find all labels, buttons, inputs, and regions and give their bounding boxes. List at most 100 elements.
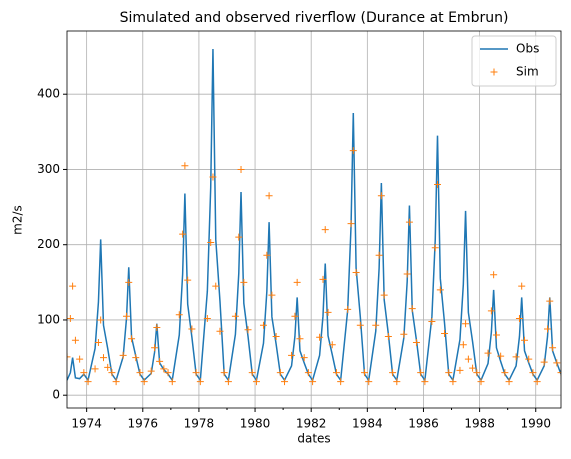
sim-marker (377, 192, 385, 200)
sim-marker (112, 378, 120, 386)
sim-marker (160, 365, 168, 373)
chart-title: Simulated and observed riverflow (Duranc… (120, 10, 509, 26)
sim-marker (123, 312, 131, 320)
sim-marker (431, 244, 439, 252)
sim-marker (220, 369, 228, 377)
x-tick-label: 1986 (408, 417, 439, 431)
sim-marker (549, 344, 557, 352)
sim-marker (365, 378, 373, 386)
sim-marker (417, 369, 425, 377)
sim-marker (192, 369, 200, 377)
sim-marker (231, 312, 239, 320)
ticks: 0 100 200 300 400 1974 1976 1978 1980 1982 1984 198… (37, 87, 551, 431)
sim-marker (512, 353, 520, 361)
sim-marker (212, 282, 220, 290)
sim-marker (505, 378, 513, 386)
sim-marker (184, 276, 192, 284)
sim-marker (408, 305, 416, 313)
sim-marker (99, 354, 107, 362)
sim-marker (380, 291, 388, 299)
sim-marker (80, 369, 88, 377)
sim-marker (490, 271, 498, 279)
sim-marker (352, 269, 360, 277)
sim-marker (263, 251, 271, 259)
sim-marker (459, 341, 467, 349)
sim-marker (104, 363, 112, 371)
sim-marker (328, 341, 336, 349)
sim-marker (272, 333, 280, 341)
sim-marker (119, 351, 127, 359)
sim-marker (181, 162, 189, 170)
sim-marker (462, 320, 470, 328)
sim-marker (412, 339, 420, 347)
legend-box (471, 35, 557, 87)
sim-marker (276, 369, 284, 377)
sim-marker (515, 314, 523, 322)
sim-marker (71, 336, 79, 344)
sim-marker (316, 333, 324, 341)
sim-marker (268, 291, 276, 299)
sim-marker (321, 226, 329, 234)
sim-marker (265, 192, 273, 200)
sim-marker (319, 275, 327, 283)
x-tick-label: 1980 (240, 417, 271, 431)
y-tick-label: 300 (37, 162, 60, 176)
sim-marker (497, 352, 505, 360)
sim-marker (203, 314, 211, 322)
sim-marker (540, 358, 548, 366)
sim-marker (375, 251, 383, 259)
axes-frame (66, 30, 562, 409)
sim-marker (179, 230, 187, 238)
sim-marker (125, 278, 133, 286)
legend-swatch (490, 68, 498, 76)
sim-marker (151, 344, 159, 352)
sim-marker (224, 378, 232, 386)
sim-marker (487, 307, 495, 315)
x-tick-label: 1978 (184, 417, 215, 431)
legend-label: Sim (516, 65, 539, 79)
sim-marker (216, 327, 224, 335)
sim-marker (389, 369, 397, 377)
sim-marker (140, 378, 148, 386)
sim-marker (168, 378, 176, 386)
sim-marker (147, 367, 155, 375)
sim-marker (464, 355, 472, 363)
sim-marker (529, 369, 537, 377)
sim-marker (153, 323, 161, 331)
sim-marker (244, 326, 252, 334)
sim-marker (393, 378, 401, 386)
x-tick-label: 1988 (464, 417, 495, 431)
sim-marker (384, 333, 392, 341)
sim-marker (132, 354, 140, 362)
sim-marker (484, 349, 492, 357)
sim-marker (533, 378, 541, 386)
sim-marker (428, 317, 436, 325)
legend: Obs Sim (471, 35, 557, 87)
sim-marker (164, 369, 172, 377)
sim-marker (518, 282, 526, 290)
sim-marker (300, 354, 308, 362)
sim-marker (67, 314, 74, 322)
sim-marker (97, 316, 105, 324)
y-tick-label: 100 (37, 312, 60, 326)
x-tick-label: 1990 (520, 417, 551, 431)
sim-marker (235, 233, 243, 241)
sim-marker (337, 378, 345, 386)
sim-marker (259, 321, 267, 329)
sim-marker (196, 378, 204, 386)
legend-label: Obs (516, 42, 539, 56)
sim-marker (84, 378, 92, 386)
sim-marker (356, 321, 364, 329)
sim-marker (403, 270, 411, 278)
sim-marker (237, 165, 245, 173)
sim-marker (349, 147, 357, 155)
sim-marker (553, 359, 561, 367)
sim-marker (521, 336, 529, 344)
sim-marker (108, 369, 116, 377)
sim-marker (436, 286, 444, 294)
y-axis-label: m2/s (11, 205, 25, 235)
plot-area (67, 49, 561, 386)
sim-marker (304, 369, 312, 377)
sim-marker (449, 378, 457, 386)
